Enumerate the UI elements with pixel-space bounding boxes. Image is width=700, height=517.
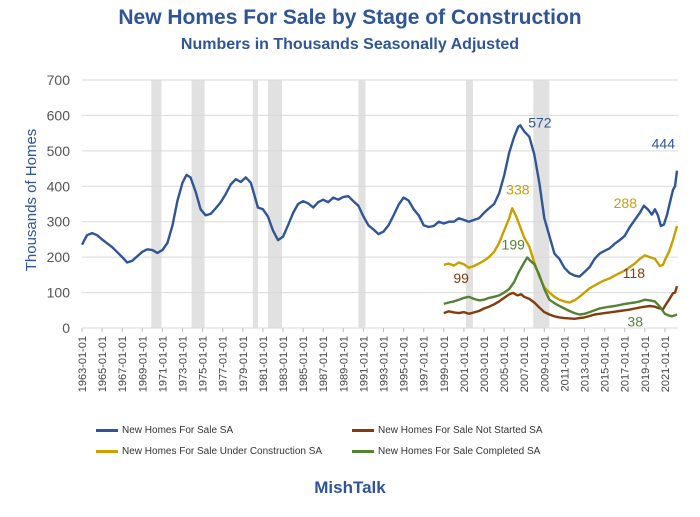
x-tick-label: 2015-01-01 xyxy=(600,336,612,392)
legend-swatch xyxy=(96,450,118,453)
data-label: 444 xyxy=(652,136,676,152)
data-label: 288 xyxy=(614,195,638,211)
y-tick-label: 700 xyxy=(47,72,71,88)
legend-item-under-construction: New Homes For Sale Under Construction SA xyxy=(96,446,322,457)
x-tick-label: 1995-01-01 xyxy=(399,336,411,392)
x-tick-label: 2017-01-01 xyxy=(620,336,632,392)
x-tick-label: 1963-01-01 xyxy=(77,336,89,392)
recession-band xyxy=(151,80,162,328)
x-tick-label: 1989-01-01 xyxy=(338,336,350,392)
x-tick-label: 1981-01-01 xyxy=(258,336,270,392)
data-label: 199 xyxy=(502,236,526,252)
x-tick-label: 2007-01-01 xyxy=(519,336,531,392)
y-axis: 0 100 200 300 400 500 600 700 xyxy=(47,72,71,336)
data-label: 572 xyxy=(528,114,552,130)
series-line-3 xyxy=(443,256,678,318)
series-lines xyxy=(80,124,679,320)
legend-swatch xyxy=(352,429,374,432)
x-tick-label: 2001-01-01 xyxy=(459,336,471,392)
chart-title: New Homes For Sale by Stage of Construct… xyxy=(118,6,582,29)
legend-label: New Homes For Sale SA xyxy=(122,425,234,436)
y-tick-label: 600 xyxy=(47,107,71,123)
data-label: 38 xyxy=(627,314,643,330)
y-tick-label: 500 xyxy=(47,143,71,159)
chart-subtitle: Numbers in Thousands Seasonally Adjusted xyxy=(180,36,520,53)
x-tick-label: 2021-01-01 xyxy=(660,336,672,392)
y-tick-label: 100 xyxy=(47,285,71,301)
y-tick-label: 200 xyxy=(47,249,71,265)
x-tick-label: 2019-01-01 xyxy=(640,336,652,392)
series-line-1 xyxy=(443,285,679,320)
x-tick-label: 1971-01-01 xyxy=(157,336,169,392)
data-label: 118 xyxy=(623,265,646,281)
data-label: 338 xyxy=(506,181,530,197)
series-line-2 xyxy=(443,207,679,304)
data-labels: 572 444 338 288 199 99 118 38 xyxy=(453,114,675,329)
x-tick-label: 1993-01-01 xyxy=(379,336,391,392)
y-tick-label: 0 xyxy=(62,320,70,336)
legend-label: New Homes For Sale Not Started SA xyxy=(378,425,543,436)
x-tick-label: 2003-01-01 xyxy=(479,336,491,392)
brand-label: MishTalk xyxy=(314,478,386,497)
x-tick-label: 2005-01-01 xyxy=(499,336,511,392)
legend-label: New Homes For Sale Completed SA xyxy=(378,446,541,457)
x-tick-label: 1969-01-01 xyxy=(137,336,149,392)
legend-swatch xyxy=(352,450,374,453)
data-label: 99 xyxy=(453,270,469,286)
x-tick-label: 1983-01-01 xyxy=(278,336,290,392)
x-tick-label: 2011-01-01 xyxy=(559,336,571,391)
recession-band xyxy=(252,80,258,328)
recession-bands xyxy=(151,80,550,328)
recession-band xyxy=(267,80,283,328)
x-tick-label: 1965-01-01 xyxy=(97,336,109,392)
legend-label: New Homes For Sale Under Construction SA xyxy=(122,446,323,457)
legend-item-not-started: New Homes For Sale Not Started SA xyxy=(352,425,543,436)
x-tick-label: 1973-01-01 xyxy=(178,336,190,392)
x-tick-label: 1967-01-01 xyxy=(117,336,129,392)
series-line-0 xyxy=(80,124,679,278)
x-tick-label: 1975-01-01 xyxy=(198,336,210,392)
recession-band xyxy=(465,80,473,328)
x-tick-label: 1997-01-01 xyxy=(419,336,431,392)
legend-item-for-sale: New Homes For Sale SA xyxy=(96,425,233,436)
gridlines xyxy=(82,79,678,329)
y-tick-label: 400 xyxy=(47,178,71,194)
x-tick-label: 2013-01-01 xyxy=(580,336,592,392)
x-axis: 1963-01-01 1965-01-01 1967-01-01 1969-01-01… xyxy=(77,328,672,392)
line-chart: 0 100 200 300 400 500 600 700 1963-01-01 1965-01… xyxy=(23,72,679,392)
x-tick-label: 1999-01-01 xyxy=(439,336,451,392)
legend-swatch xyxy=(96,429,118,432)
y-axis-label: Thousands of Homes xyxy=(23,129,40,272)
x-tick-label: 1985-01-01 xyxy=(298,336,310,392)
recession-band xyxy=(358,80,366,328)
x-tick-label: 1991-01-01 xyxy=(358,336,370,392)
x-tick-label: 1977-01-01 xyxy=(218,336,230,392)
x-tick-label: 1979-01-01 xyxy=(238,336,250,392)
x-tick-label: 2009-01-01 xyxy=(539,336,551,392)
legend-item-completed: New Homes For Sale Completed SA xyxy=(352,446,540,457)
x-tick-label: 1987-01-01 xyxy=(318,336,330,392)
y-tick-label: 300 xyxy=(47,214,71,230)
